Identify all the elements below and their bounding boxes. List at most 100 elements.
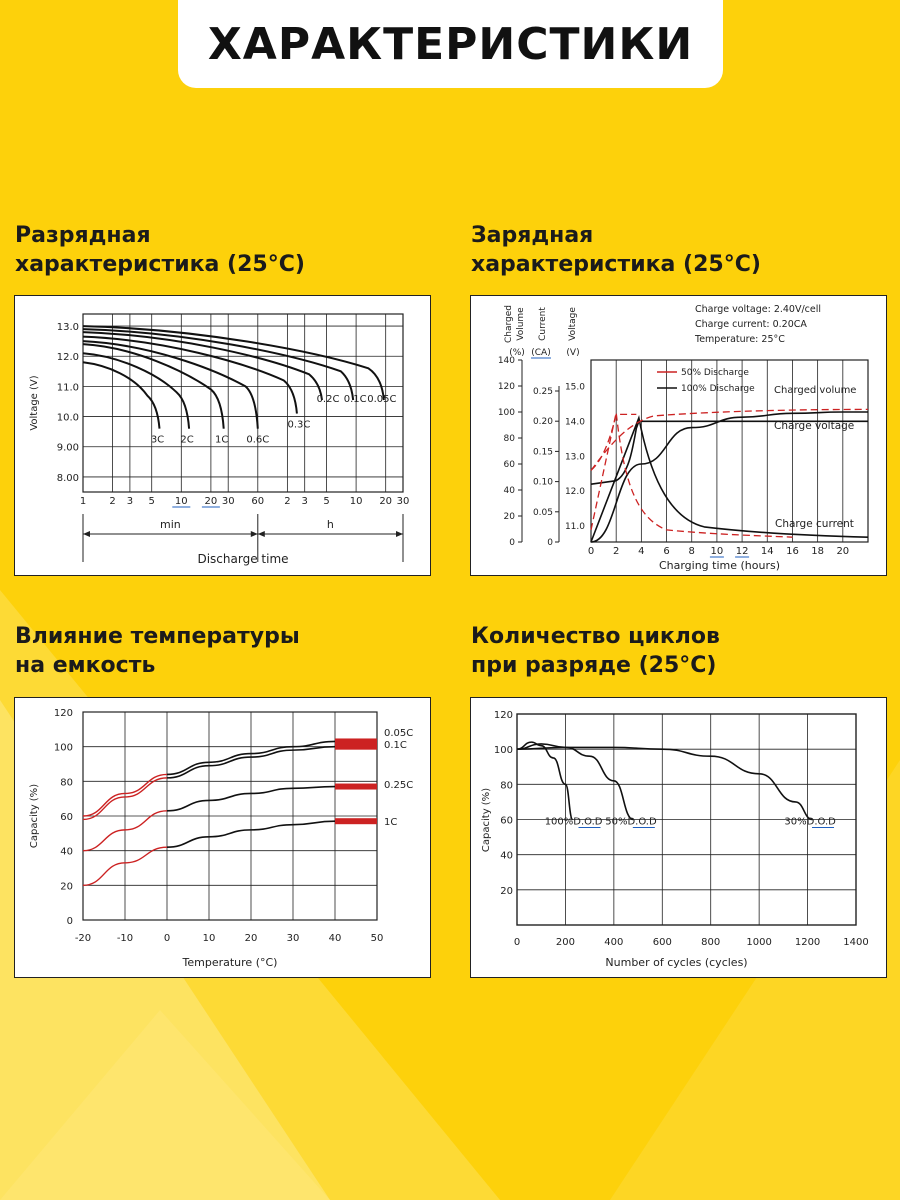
series-label: 50%D.O.D [605,817,657,828]
y-tick-label: 8.00 [57,473,79,484]
volume-unit: (%) [509,348,525,358]
y-tick-label: 13.0 [57,322,79,333]
volume-tick-label: 120 [498,382,515,392]
discharge-curve-1C [82,343,225,429]
heading-line-2: на емкость [15,653,156,678]
annotation-charge-current: Charge current [775,518,854,530]
y-tick-label: 40 [60,847,73,858]
y-tick-label: 60 [500,816,513,827]
range-bar-0.1C [335,743,377,750]
volume-tick-label: 20 [504,512,516,522]
range-bar-0.05C [335,738,377,745]
y-tick-label: 120 [54,708,73,719]
x-tick-label: 10 [203,933,216,944]
x-tick-label: 10 [175,496,188,507]
legend-label: 100% Discharge [681,384,755,394]
x-tick-label: 400 [604,937,623,948]
x-tick-label: 3 [127,496,133,507]
x-tick-label: 2 [109,496,115,507]
x-tick-label: 600 [653,937,672,948]
charge-voltage-curve [590,420,868,485]
x-tick-label: 30 [287,933,300,944]
x-tick-label: 16 [786,546,799,557]
series-label: 0.05C [367,394,396,405]
discharge-curve-0.3C [82,335,298,414]
x-tick-label: 50 [371,933,384,944]
charged-volume-curve [590,411,868,543]
heading-line-2: характеристика (25°C) [471,252,761,277]
unit-label-h: h [327,518,334,531]
series-label: 0.2C [317,394,340,405]
discharge-chart-panel: 1 2 3 5 10 20 30 60 2 3 5 10 20 30 13.0 12.0 11.0 10.0 9.0… [14,295,431,576]
x-tick-label: 30 [222,496,235,507]
x-tick-label: 0 [514,937,520,948]
x-axis-label: Discharge time [197,552,288,566]
y-tick-label: 100 [54,743,73,754]
x-tick-label: 12 [736,546,749,557]
charge-current-curve-50 [590,412,793,538]
volume-tick-label: 0 [509,538,515,548]
capacity-curve-low-0.25C [82,810,168,852]
y-tick-label: 11.0 [57,382,79,393]
y-tick-label: 20 [500,886,513,897]
voltage-tick-label: 14.0 [565,417,585,427]
x-tick-label: 20 [836,546,849,557]
discharge-curve-0.1C [82,328,355,401]
y-axis-label: Voltage (V) [29,375,40,430]
series-label: 30%D.O.D [784,817,836,828]
volume-tick-label: 60 [504,460,516,470]
x-tick-label: 8 [689,546,695,557]
series-label: 0.3C [287,420,310,431]
x-tick-label: 14 [761,546,774,557]
current-tick-label: 0.25 [533,387,553,397]
heading-line-1: Влияние температуры [15,624,300,649]
range-bar-1C [335,818,377,825]
x-tick-label: 60 [251,496,264,507]
volume-tick-label: 100 [498,408,515,418]
current-tick-label: 0.15 [533,447,553,457]
x-tick-label: 0 [164,933,170,944]
charge-chart: 0 2 4 6 8 10 12 14 16 18 20 Charging time (hours) 14… [498,304,869,572]
info-line: Charge voltage: 2.40V/cell [695,304,821,315]
capacity-curve-low-0.1C [82,777,168,821]
y-tick-label: 12.0 [57,352,79,363]
voltage-unit: (V) [566,348,579,358]
x-tick-label: 40 [329,933,342,944]
y-tick-label: 80 [60,777,73,788]
temperature-chart-panel: -20 -10 0 10 20 30 40 50 120 100 80 60 40 20 0 Capacity… [14,697,431,978]
cycles-chart: 0 200 400 600 800 1000 1200 1400 120 100 80 60 40 20 C… [481,710,869,969]
x-tick-label: 5 [323,496,329,507]
y-tick-label: 120 [494,710,513,721]
x-tick-label: 30 [397,496,410,507]
charge-chart-panel: 0 2 4 6 8 10 12 14 16 18 20 Charging time (hours) 14… [470,295,887,576]
x-tick-label: 4 [638,546,644,557]
series-label: 0.25C [384,780,413,791]
voltage-tick-label: 12.0 [565,487,585,497]
series-label: 1C [384,817,397,828]
current-tick-label: 0.20 [533,417,553,427]
x-tick-label: 2 [613,546,619,557]
x-axis-label: Temperature (°C) [182,956,278,969]
unit-label-min: min [160,518,181,531]
x-tick-label: 20 [205,496,218,507]
page-title: ХАРАКТЕРИСТИКИ [207,18,694,70]
x-tick-label: 1000 [746,937,771,948]
cycle-curve-100%D.O.D [516,741,574,821]
x-tick-label: 2 [284,496,290,507]
current-tick-label: 0.10 [533,478,553,488]
cycle-curve-30%D.O.D [516,746,813,821]
title-banner: ХАРАКТЕРИСТИКИ [178,0,723,88]
x-tick-label: 1200 [795,937,820,948]
discharge-curve-0.05C [82,325,385,401]
y-tick-label: 0 [67,916,73,927]
voltage-tick-label: 11.0 [565,522,585,532]
x-tick-label: -10 [117,933,133,944]
heading-charge: Зарядная характеристика (25°C) [471,221,761,279]
y-tick-label: 10.0 [57,413,79,424]
x-tick-label: 3 [302,496,308,507]
plot-frame [590,359,869,543]
cycles-chart-panel: 0 200 400 600 800 1000 1200 1400 120 100 80 60 40 20 C… [470,697,887,978]
x-tick-label: 18 [811,546,824,557]
voltage-tick-label: 15.0 [565,382,585,392]
